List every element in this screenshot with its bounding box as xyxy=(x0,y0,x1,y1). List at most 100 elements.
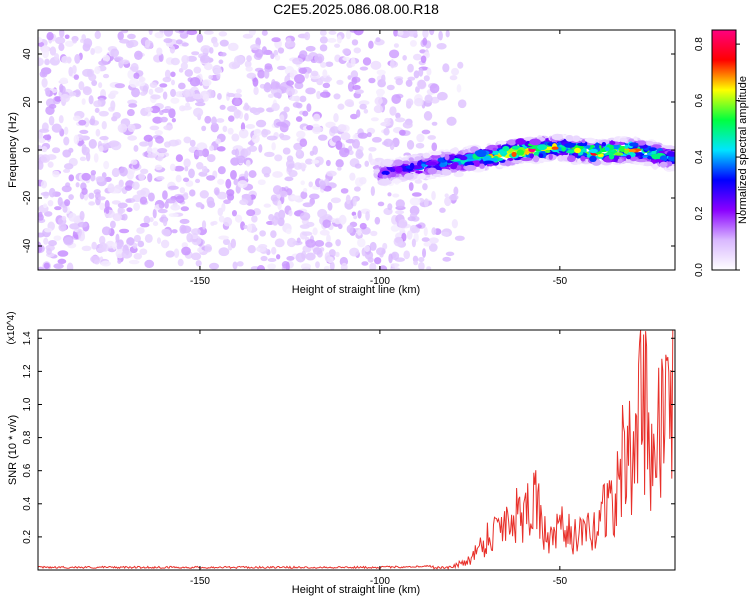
heatmap-noise-cell xyxy=(274,238,285,248)
heatmap-noise-cell xyxy=(63,163,74,170)
heatmap-noise-cell xyxy=(48,115,55,126)
heatmap-noise-cell xyxy=(79,129,89,134)
heatmap-noise-cell xyxy=(387,203,393,211)
heatmap-noise-cell xyxy=(189,189,196,197)
heatmap-noise-cell xyxy=(44,211,53,217)
heatmap-noise-cell xyxy=(133,253,143,260)
heatmap-signal-cell xyxy=(659,161,668,168)
heatmap-noise-cell xyxy=(346,224,354,234)
heatmap-noise-cell xyxy=(181,42,189,47)
heatmap-noise-cell xyxy=(456,84,462,93)
heatmap-noise-cell xyxy=(100,260,112,267)
heatmap-noise-cell xyxy=(357,210,362,219)
heatmap-noise-cell xyxy=(285,228,292,235)
heatmap-noise-cell xyxy=(409,40,417,47)
heatmap-noise-cell xyxy=(257,69,266,79)
heatmap-noise-cell xyxy=(147,172,153,183)
heatmap-noise-cell xyxy=(231,149,238,156)
heatmap-noise-cell xyxy=(219,52,227,57)
heatmap-signal-cell xyxy=(585,144,591,149)
heatmap-noise-cell xyxy=(274,54,281,61)
heatmap-noise-cell xyxy=(306,125,314,131)
heatmap-noise-cell xyxy=(384,117,391,124)
heatmap-noise-cell xyxy=(251,215,258,223)
heatmap-noise-cell xyxy=(273,92,282,98)
heatmap-noise-cell xyxy=(319,36,328,44)
heatmap-noise-cell xyxy=(175,91,185,98)
heatmap-noise-cell xyxy=(286,237,297,248)
heatmap-noise-cell xyxy=(285,261,290,270)
heatmap-signal-cell xyxy=(479,163,485,169)
heatmap-noise-cell xyxy=(71,64,77,74)
heatmap-noise-cell xyxy=(162,76,172,83)
heatmap-noise-cell xyxy=(406,98,414,107)
heatmap-noise-cell xyxy=(175,39,183,45)
heatmap-signal-cell xyxy=(589,155,597,163)
figure-title: C2E5.2025.086.08.00.R18 xyxy=(273,1,439,17)
x-tick-label: -100 xyxy=(370,576,390,587)
heatmap-signal-cell xyxy=(403,172,414,180)
heatmap-noise-cell xyxy=(424,94,433,104)
heatmap-noise-cell xyxy=(259,230,267,237)
heatmap-noise-cell xyxy=(183,158,191,168)
heatmap-noise-cell xyxy=(337,103,345,110)
heatmap-noise-cell xyxy=(104,199,110,210)
heatmap-noise-cell xyxy=(309,193,320,200)
heatmap-noise-cell xyxy=(183,136,192,144)
heatmap-noise-cell xyxy=(137,240,145,248)
heatmap-noise-cell xyxy=(119,166,128,177)
heatmap-noise-cell xyxy=(277,217,285,227)
heatmap-noise-cell xyxy=(136,189,147,196)
heatmap-noise-cell xyxy=(296,130,306,139)
heatmap-signal-cell xyxy=(614,152,624,156)
heatmap-noise-cell xyxy=(98,196,106,201)
heatmap-noise-cell xyxy=(325,241,333,248)
heatmap-noise-cell xyxy=(429,30,435,36)
heatmap-noise-cell xyxy=(218,235,229,240)
heatmap-noise-cell xyxy=(73,134,80,145)
heatmap-noise-cell xyxy=(139,141,149,147)
heatmap-noise-cell xyxy=(44,58,50,66)
heatmap-noise-cell xyxy=(147,192,155,202)
heatmap-noise-cell xyxy=(279,114,285,123)
heatmap-noise-cell xyxy=(81,245,92,252)
heatmap-noise-cell xyxy=(408,182,414,191)
heatmap-noise-cell xyxy=(330,197,342,204)
y-tick-label: 0 xyxy=(22,147,33,153)
heatmap-noise-cell xyxy=(154,86,164,93)
heatmap-noise-cell xyxy=(348,145,353,152)
heatmap-noise-cell xyxy=(457,61,464,69)
heatmap-signal-cell xyxy=(635,159,648,163)
y-tick-label: 0.6 xyxy=(22,463,33,477)
heatmap-signal-cell xyxy=(647,155,652,160)
heatmap-signal-cell xyxy=(668,166,675,171)
heatmap-noise-cell xyxy=(159,116,168,123)
heatmap-noise-cell xyxy=(369,158,376,166)
heatmap-noise-cell xyxy=(368,40,374,49)
heatmap-noise-cell xyxy=(236,155,246,164)
y-tick-label: -40 xyxy=(22,238,33,253)
heatmap-noise-cell xyxy=(143,215,151,225)
heatmap-noise-cell xyxy=(317,134,328,141)
heatmap-noise-cell xyxy=(120,59,130,65)
heatmap-noise-cell xyxy=(357,238,366,248)
heatmap-noise-cell xyxy=(81,143,87,154)
heatmap-noise-cell xyxy=(427,135,437,140)
x-tick-label: -100 xyxy=(370,276,390,287)
heatmap-noise-cell xyxy=(98,110,109,117)
heatmap-noise-cell xyxy=(422,37,428,46)
heatmap-noise-cell xyxy=(247,223,253,233)
heatmap-signal-cell xyxy=(401,160,413,165)
heatmap-noise-cell xyxy=(397,30,404,36)
heatmap-noise-cell xyxy=(294,81,304,90)
heatmap-noise-cell xyxy=(337,166,342,171)
heatmap-signal-cell xyxy=(430,151,442,156)
heatmap-noise-cell xyxy=(160,239,170,249)
heatmap-noise-cell xyxy=(139,91,147,96)
heatmap-noise-cell xyxy=(68,91,77,97)
heatmap-noise-cell xyxy=(111,200,121,205)
heatmap-noise-cell xyxy=(206,196,215,206)
heatmap-noise-cell xyxy=(112,242,117,250)
heatmap-noise-cell xyxy=(184,69,194,77)
